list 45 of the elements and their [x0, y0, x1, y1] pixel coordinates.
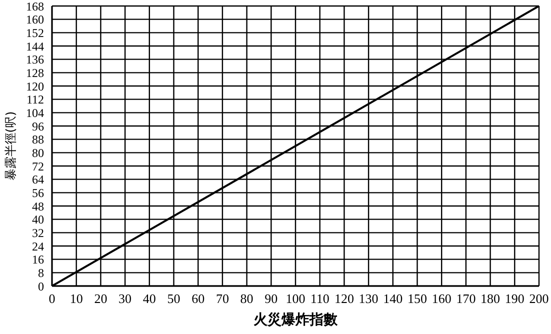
x-tick-label: 180 — [480, 291, 500, 306]
y-tick-label: 136 — [26, 52, 44, 67]
y-tick-label: 56 — [32, 186, 44, 200]
x-tick-label: 30 — [118, 291, 132, 306]
x-tick-label: 100 — [286, 291, 306, 306]
y-tick-label: 144 — [26, 39, 44, 54]
x-tick-label: 50 — [167, 291, 180, 306]
y-tick-label: 72 — [32, 159, 44, 174]
y-tick-label: 40 — [32, 212, 44, 227]
x-tick-label: 70 — [216, 291, 229, 306]
y-tick-label: 64 — [32, 172, 44, 187]
y-tick-label: 128 — [26, 66, 44, 80]
y-tick-label: 8 — [38, 266, 44, 280]
y-tick-label: 168 — [26, 0, 44, 14]
x-tick-label: 140 — [383, 291, 403, 306]
y-axis-title: 暴露半徑(呎) — [3, 111, 18, 181]
y-tick-label: 96 — [32, 119, 44, 134]
y-tick-label: 104 — [26, 106, 44, 120]
x-tick-label: 150 — [408, 291, 427, 306]
x-tick-label: 120 — [334, 291, 354, 306]
x-tick-label: 160 — [432, 291, 452, 306]
y-tick-label: 112 — [26, 92, 44, 107]
x-tick-label: 130 — [358, 291, 378, 306]
x-tick-label: 20 — [94, 291, 108, 306]
x-tick-label: 40 — [142, 291, 156, 306]
x-tick-label: 110 — [310, 291, 330, 306]
x-tick-label: 60 — [192, 291, 205, 306]
x-tick-label: 10 — [70, 291, 83, 306]
y-tick-label: 32 — [32, 226, 44, 240]
x-tick-label: 0 — [48, 291, 56, 306]
x-tick-label: 190 — [504, 291, 524, 306]
y-tick-label: 48 — [32, 199, 44, 214]
y-tick-label: 120 — [26, 79, 44, 94]
x-axis-title: 火災爆炸指數 — [254, 312, 338, 328]
y-tick-label: 80 — [32, 146, 44, 160]
x-tick-label: 170 — [456, 291, 476, 306]
y-tick-label: 160 — [26, 12, 44, 27]
x-tick-label: 90 — [264, 291, 278, 306]
y-tick-label: 88 — [32, 132, 44, 147]
x-tick-label: 200 — [529, 291, 549, 306]
x-tick-label: 80 — [240, 291, 254, 306]
y-tick-label: 16 — [32, 252, 44, 267]
y-tick-label: 24 — [32, 239, 44, 254]
y-tick-label: 152 — [26, 26, 44, 40]
y-tick-label: 0 — [38, 279, 44, 294]
